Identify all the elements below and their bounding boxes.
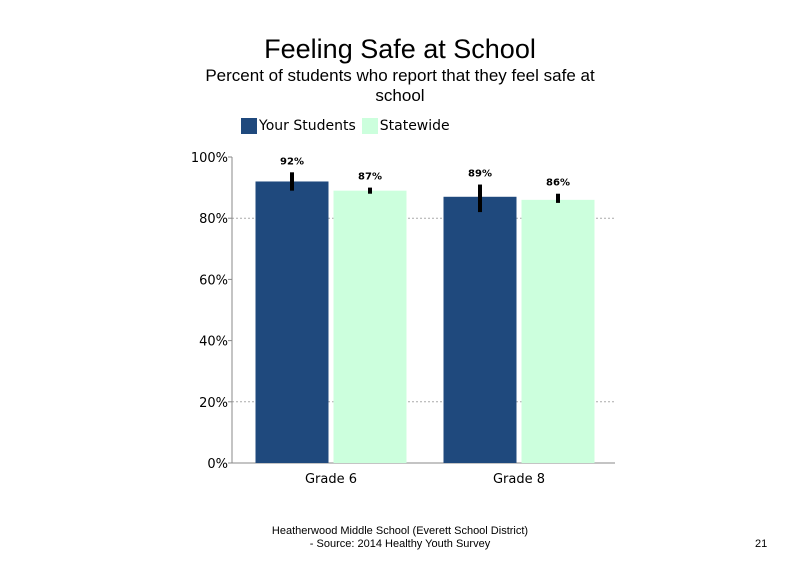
bar-statewide-grade-6 [333, 190, 407, 463]
chart-subtitle: Percent of students who report that they… [205, 66, 595, 105]
legend-item-your-students: Your Students [241, 118, 356, 134]
legend-item-statewide: Statewide [361, 118, 450, 134]
bar-your-students-grade-8 [443, 196, 517, 463]
data-label-your-students-grade-8: 89% [468, 169, 492, 180]
legend-label-your-students: Your Students [259, 118, 356, 134]
bar-your-students-grade-6 [255, 181, 329, 464]
legend-swatch-your-students [241, 118, 257, 134]
data-label-your-students-grade-6: 92% [280, 156, 304, 167]
x-tick-label-grade-8: Grade 8 [493, 472, 545, 487]
y-tick-label-80: 80% [199, 212, 228, 227]
legend-label-statewide: Statewide [379, 118, 450, 134]
chart-legend: Your Students Statewide [241, 117, 456, 135]
y-tick-label-40: 40% [199, 335, 228, 350]
y-tick-label-100: 100% [191, 151, 228, 166]
y-tick-label-0: 0% [207, 457, 228, 472]
y-tick-label-60: 60% [199, 273, 228, 288]
footer-line-source: - Source: 2014 Healthy Youth Survey [309, 538, 491, 550]
data-label-statewide-grade-8: 86% [546, 178, 570, 189]
legend-swatch-statewide [361, 118, 378, 134]
x-tick-label-grade-6: Grade 6 [305, 472, 357, 487]
page-number: 21 [755, 538, 768, 550]
footer-line-school: Heatherwood Middle School (Everett Schoo… [271, 525, 529, 537]
y-tick-label-20: 20% [199, 396, 228, 411]
footer-source: Heatherwood Middle School (Everett Schoo… [200, 525, 600, 551]
bar-statewide-grade-8 [521, 199, 595, 463]
chart-title: Feeling Safe at School [264, 34, 536, 64]
data-label-statewide-grade-6: 87% [358, 172, 382, 183]
